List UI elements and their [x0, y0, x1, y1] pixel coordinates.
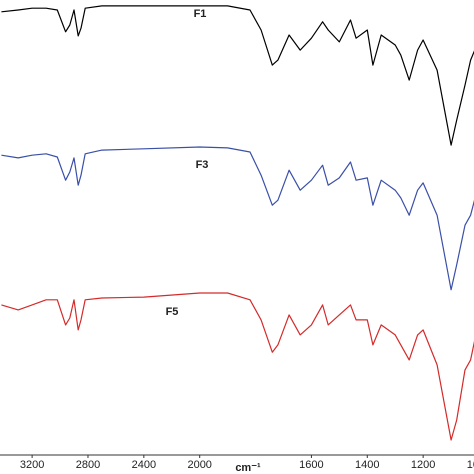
x-tick-label: 1400: [355, 459, 379, 471]
series-label: F5: [166, 306, 179, 318]
series-label: F3: [196, 159, 209, 171]
x-tick-label: 1200: [411, 459, 435, 471]
x-tick-label: 1600: [299, 459, 323, 471]
series-label: F1: [194, 8, 207, 20]
spectrum-line: [1, 146, 474, 291]
spectrum-line: [1, 5, 474, 146]
x-tick-label: 1000: [467, 459, 474, 471]
x-tick-label: 3200: [20, 459, 44, 471]
x-tick-label: 2000: [187, 459, 211, 471]
spectrum-line: [1, 292, 474, 441]
x-tick-label: 2400: [132, 459, 156, 471]
x-axis-label: cm⁻¹: [235, 462, 261, 474]
x-tick-label: 2800: [76, 459, 100, 471]
